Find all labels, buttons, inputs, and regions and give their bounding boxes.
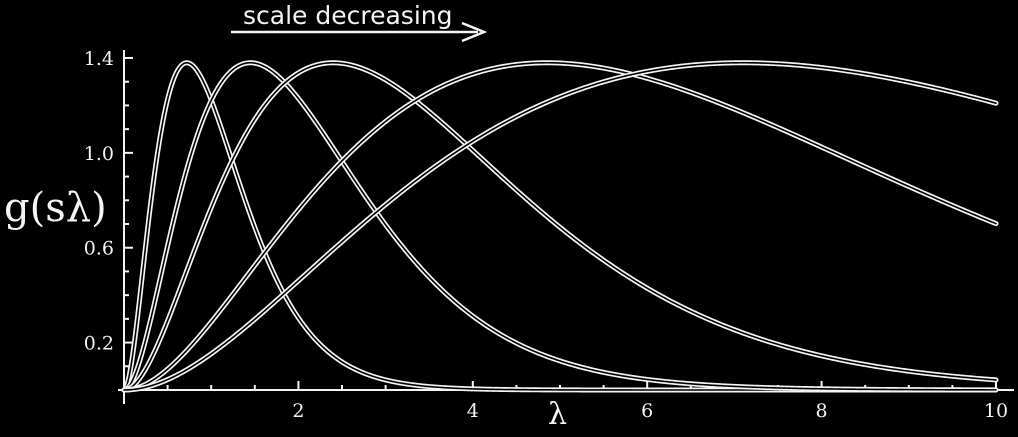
y-tick-label: 0.2 xyxy=(84,333,114,355)
x-tick-label: 6 xyxy=(641,400,653,422)
x-tick-label: 2 xyxy=(292,400,304,422)
series-line-core-5 xyxy=(123,61,997,391)
y-axis-label: g(sλ) xyxy=(4,185,107,231)
series-line-core-2 xyxy=(123,61,997,391)
y-tick-label: 1.4 xyxy=(84,48,114,70)
y-tick-label: 0.6 xyxy=(84,238,114,260)
y-tick-label: 1.0 xyxy=(84,143,114,165)
labels: scale decreasing g(sλ) λ xyxy=(4,1,567,432)
series-line-core-4 xyxy=(123,61,997,391)
arrow-icon xyxy=(231,21,488,43)
x-tick-label: 4 xyxy=(467,400,479,422)
annotation-text: scale decreasing xyxy=(243,1,452,30)
series-line-core-3 xyxy=(123,61,997,391)
arrow-head xyxy=(461,21,488,43)
x-tick-label: 8 xyxy=(816,400,828,422)
x-axis-label: λ xyxy=(548,397,567,432)
x-tick-label: 10 xyxy=(984,400,1008,422)
curves xyxy=(121,60,999,393)
